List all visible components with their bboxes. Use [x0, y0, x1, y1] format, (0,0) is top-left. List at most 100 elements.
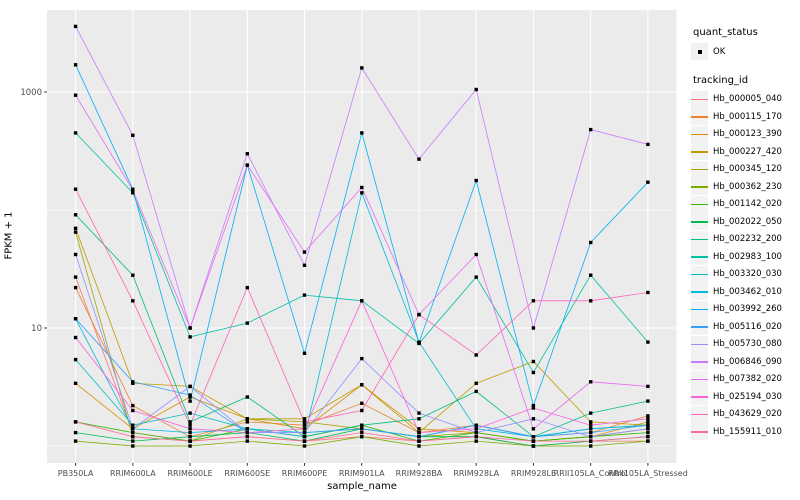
data-point	[531, 370, 536, 375]
line-swatch-icon	[691, 431, 708, 433]
data-point	[245, 285, 249, 290]
data-point	[245, 417, 249, 421]
data-point	[245, 439, 249, 443]
data-point	[360, 427, 364, 431]
data-point	[245, 435, 249, 439]
data-point	[188, 427, 192, 431]
data-point	[646, 427, 650, 431]
data-point	[360, 191, 364, 195]
data-point	[531, 403, 536, 408]
legend-item-Hb_001142_020: Hb_001142_020	[691, 195, 799, 214]
legend-item-Hb_002022_050: Hb_002022_050	[691, 213, 799, 231]
data-point	[188, 430, 192, 435]
data-point	[360, 356, 364, 361]
legend-item-Hb_005730_080: Hb_005730_080	[691, 335, 799, 354]
x-tick-label: RRII105LA_Control	[554, 469, 628, 478]
legend-item-label: Hb_000362_230	[713, 181, 782, 192]
data-point	[73, 381, 78, 385]
x-tick-label: RRIM600PE	[282, 469, 328, 478]
legend-item-label: Hb_043629_020	[713, 409, 782, 420]
legend-key	[691, 43, 708, 61]
line-swatch-icon	[691, 221, 708, 223]
legend-item-Hb_002232_200: Hb_002232_200	[691, 230, 799, 249]
data-point	[474, 353, 478, 357]
data-point	[131, 133, 135, 137]
legend-key	[691, 405, 708, 423]
data-point	[417, 430, 421, 435]
legend-item-label: Hb_000123_390	[713, 129, 782, 140]
data-point	[73, 187, 78, 191]
data-point	[131, 444, 135, 448]
data-point	[360, 66, 364, 70]
data-point	[474, 435, 478, 439]
data-point	[302, 263, 307, 267]
data-point	[131, 273, 135, 277]
line-swatch-icon	[691, 326, 708, 328]
data-point	[531, 439, 536, 443]
legend-item-Hb_000005_040: Hb_000005_040	[691, 90, 799, 109]
legend-item-Hb_007382_020: Hb_007382_020	[691, 370, 799, 389]
data-point	[646, 423, 650, 427]
legend-item-label: Hb_006846_090	[713, 356, 782, 367]
data-point	[73, 357, 78, 362]
data-point	[245, 152, 249, 156]
data-point	[360, 430, 364, 435]
legend-title-tracking-id: tracking_id	[693, 74, 749, 86]
data-point	[589, 435, 593, 439]
data-point	[531, 326, 536, 330]
data-point	[589, 444, 593, 448]
data-point	[474, 423, 478, 427]
data-point	[531, 406, 536, 410]
data-point	[131, 188, 135, 192]
data-point	[646, 384, 650, 389]
line-swatch-icon	[691, 343, 708, 346]
data-point	[73, 335, 78, 340]
data-point	[302, 417, 307, 421]
data-point	[417, 341, 421, 345]
legend-key	[691, 353, 708, 371]
legend-key	[691, 230, 708, 248]
data-point	[131, 427, 135, 431]
line-swatch-icon	[691, 151, 708, 153]
legend-key	[691, 195, 708, 213]
x-tick-label: RRIM901LA	[339, 469, 385, 478]
data-point	[474, 178, 478, 183]
data-point	[302, 439, 307, 443]
legend-item-label: Hb_003992_260	[713, 304, 782, 315]
line-swatch-icon	[691, 291, 708, 293]
data-point	[73, 275, 78, 279]
legend-item-Hb_025194_030: Hb_025194_030	[691, 388, 799, 406]
data-point	[474, 430, 478, 435]
data-point	[474, 252, 478, 257]
data-point	[131, 380, 135, 384]
data-point	[589, 380, 593, 384]
data-point	[131, 423, 135, 427]
data-point	[531, 444, 536, 448]
data-point	[360, 401, 364, 405]
data-point	[245, 420, 249, 424]
x-tick-label: RRIM600LA	[110, 469, 156, 478]
data-point	[131, 191, 135, 195]
line-swatch-icon	[691, 413, 708, 416]
legend-item-label: OK	[713, 46, 726, 57]
data-point	[188, 423, 192, 427]
point-icon	[697, 49, 702, 54]
x-tick-label: RRII105LA_Stressed	[608, 469, 688, 478]
legend-key	[691, 178, 708, 196]
data-point	[188, 444, 192, 448]
y-tick-label: 1000	[20, 88, 42, 98]
legend-key	[691, 300, 708, 318]
data-point	[360, 423, 364, 427]
data-point	[646, 414, 650, 418]
legend-item-Hb_003320_030: Hb_003320_030	[691, 265, 799, 284]
line-swatch-icon	[691, 98, 708, 101]
y-axis-title: FPKM + 1	[3, 211, 15, 260]
data-point	[73, 252, 78, 257]
data-point	[245, 427, 249, 431]
legend-item-label: Hb_002232_200	[713, 234, 782, 245]
x-tick-label: RRIM928LE	[511, 469, 556, 478]
data-point	[646, 399, 650, 403]
data-point	[417, 439, 421, 443]
legend-item-Hb_043629_020: Hb_043629_020	[691, 405, 799, 424]
